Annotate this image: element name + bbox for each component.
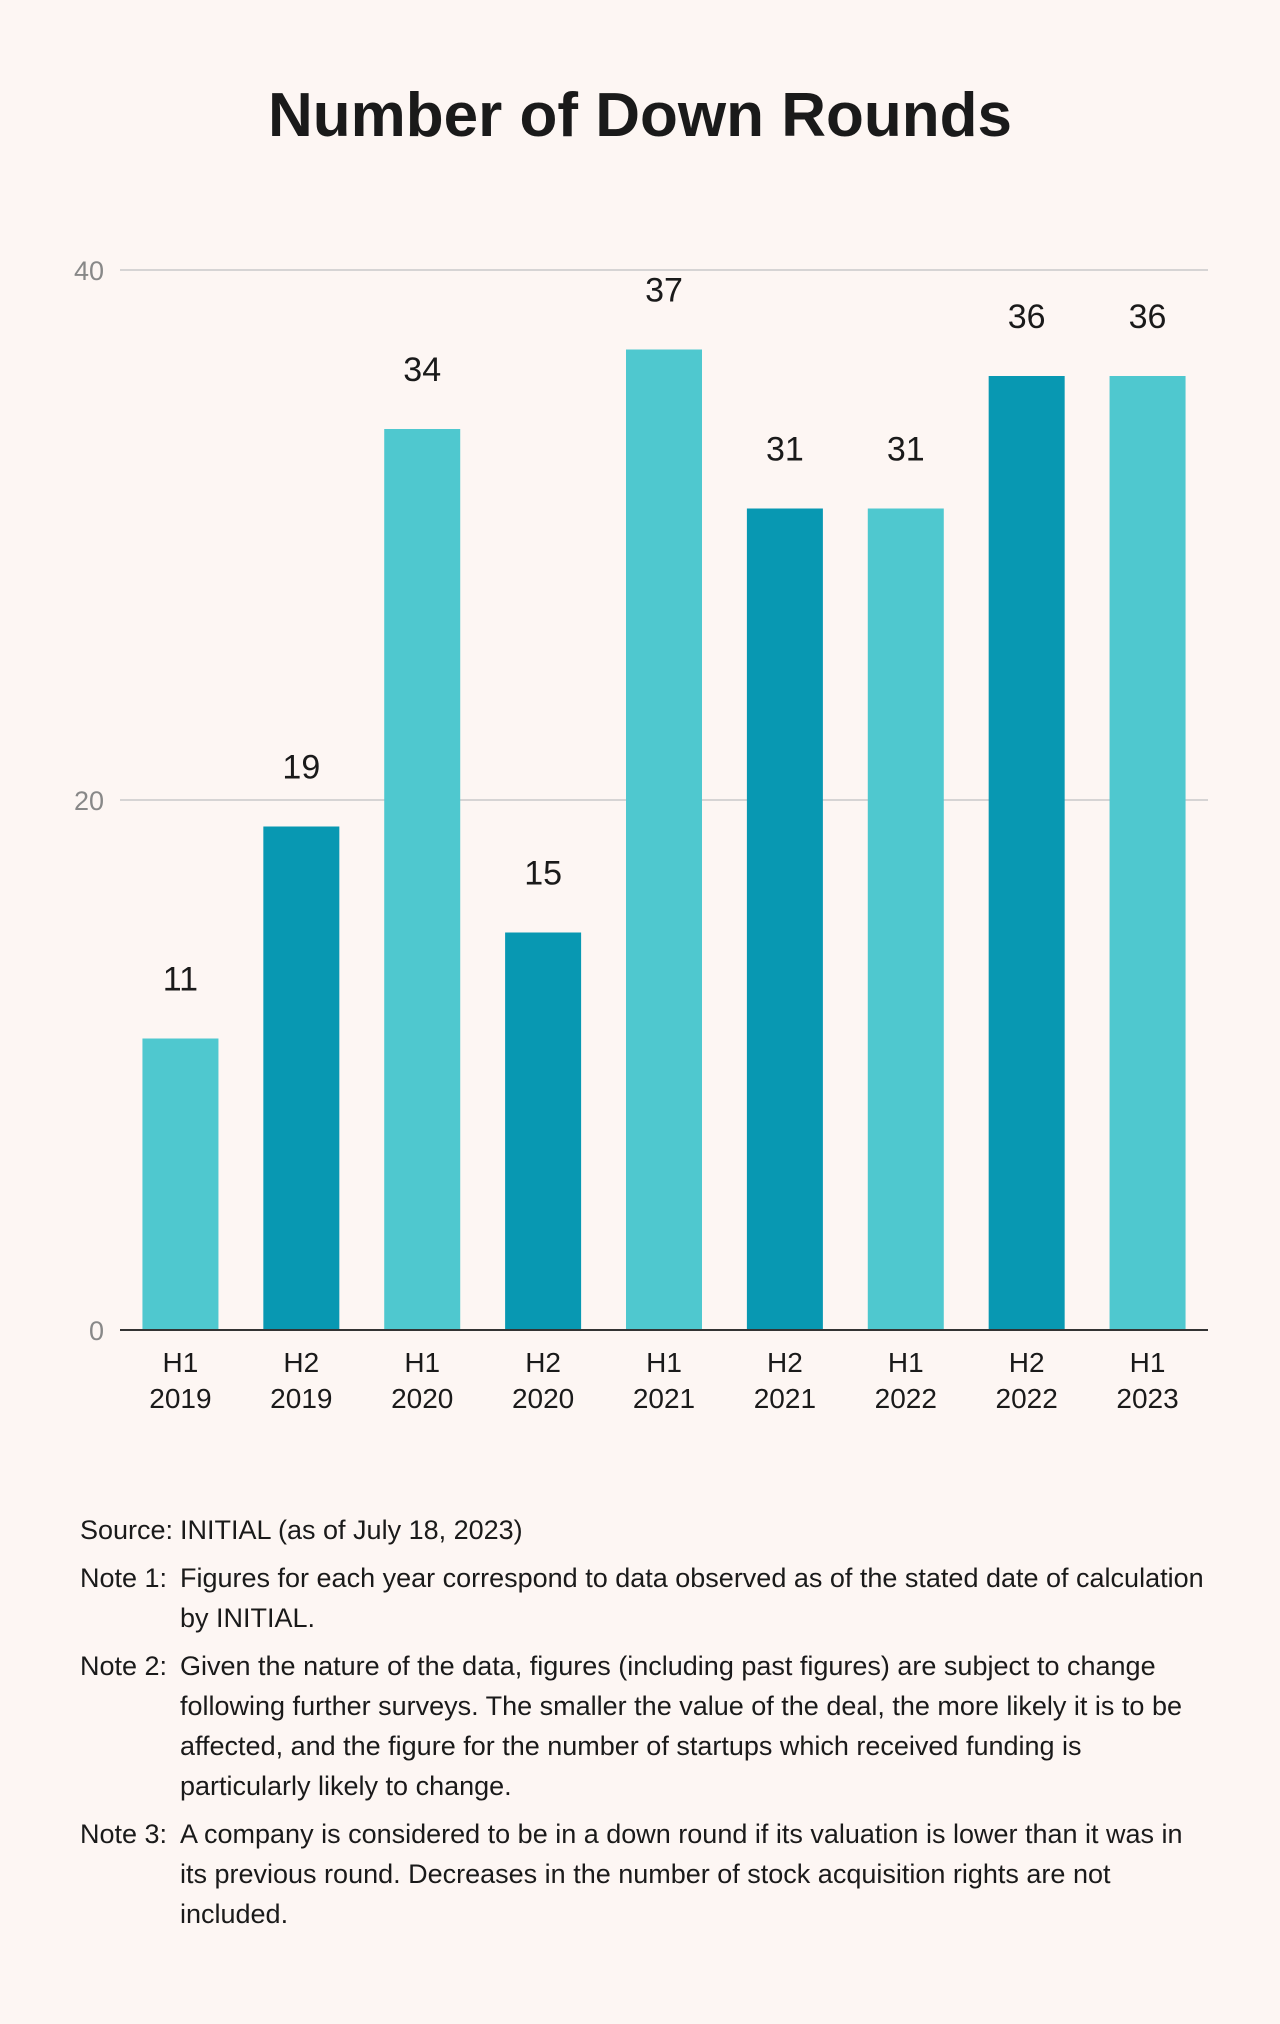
- bar-H1-2020: [384, 429, 461, 1330]
- x-tick-label-half: H2: [525, 1347, 561, 1378]
- source-note: Source: INITIAL (as of July 18, 2023): [80, 1510, 1210, 1550]
- x-tick-label-year: 2020: [391, 1383, 453, 1414]
- x-tick-label-year: 2021: [633, 1383, 695, 1414]
- bar-H2-2020: [505, 932, 582, 1330]
- x-tick-label-half: H1: [404, 1347, 440, 1378]
- data-label: 31: [766, 431, 804, 469]
- x-tick-label-half: H2: [1009, 1347, 1045, 1378]
- bar-chart: 0 20 40 11 H1 2019 19 H2 2019 34 H1 2020 15 H2 2020 37 H…: [74, 256, 1208, 1414]
- y-tick-label-0: 0: [89, 1316, 104, 1346]
- x-tick-label-year: 2022: [875, 1383, 937, 1414]
- x-tick-label-half: H1: [646, 1347, 682, 1378]
- bar-H2-2022: [988, 376, 1065, 1330]
- data-label: 36: [1129, 298, 1167, 336]
- bar-H1-2021: [626, 349, 702, 1330]
- note-3: Note 3: A company is considered to be in…: [80, 1814, 1210, 1934]
- note-1: Note 1: Figures for each year correspond…: [80, 1558, 1210, 1638]
- x-tick-label-half: H2: [767, 1347, 803, 1378]
- data-label: 34: [403, 351, 441, 389]
- x-tick-label-half: H1: [1130, 1347, 1166, 1378]
- x-tick-label-year: 2020: [512, 1383, 574, 1414]
- x-tick-label-half: H2: [283, 1347, 319, 1378]
- bar-H1-2022: [867, 508, 944, 1330]
- bar-H2-2021: [746, 508, 823, 1330]
- note-2-label: Note 2:: [80, 1651, 168, 1681]
- notes-section: Source: INITIAL (as of July 18, 2023) No…: [80, 1510, 1210, 1942]
- note-3-text: A company is considered to be in a down …: [180, 1819, 1183, 1929]
- note-2-text: Given the nature of the data, figures (i…: [180, 1651, 1182, 1801]
- note-2: Note 2: Given the nature of the data, fi…: [80, 1646, 1210, 1806]
- chart-title: Number of Down Rounds: [268, 81, 1012, 150]
- x-tick-label-half: H1: [163, 1347, 199, 1378]
- bar-H1-2019: [142, 1038, 219, 1330]
- data-label: 36: [1008, 298, 1046, 336]
- note-1-label: Note 1:: [80, 1563, 168, 1593]
- note-1-text: Figures for each year correspond to data…: [180, 1563, 1204, 1633]
- x-tick-label-year: 2023: [1116, 1383, 1178, 1414]
- x-tick-label-year: 2021: [754, 1383, 816, 1414]
- x-tick-label-year: 2022: [996, 1383, 1058, 1414]
- y-tick-label-20: 20: [74, 786, 104, 816]
- x-tick-label-half: H1: [888, 1347, 924, 1378]
- x-tick-label-year: 2019: [149, 1383, 211, 1414]
- x-tick-label-year: 2019: [270, 1383, 332, 1414]
- data-label: 31: [887, 431, 925, 469]
- data-label: 37: [645, 272, 683, 310]
- bar-H2-2019: [263, 826, 340, 1330]
- bar-H1-2023: [1109, 376, 1186, 1330]
- data-label: 19: [282, 749, 320, 787]
- source-label: Source:: [80, 1515, 174, 1545]
- y-tick-label-40: 40: [74, 256, 104, 286]
- data-label: 11: [163, 961, 198, 999]
- source-text: INITIAL (as of July 18, 2023): [180, 1515, 523, 1545]
- data-label: 15: [524, 855, 562, 893]
- note-3-label: Note 3:: [80, 1819, 168, 1849]
